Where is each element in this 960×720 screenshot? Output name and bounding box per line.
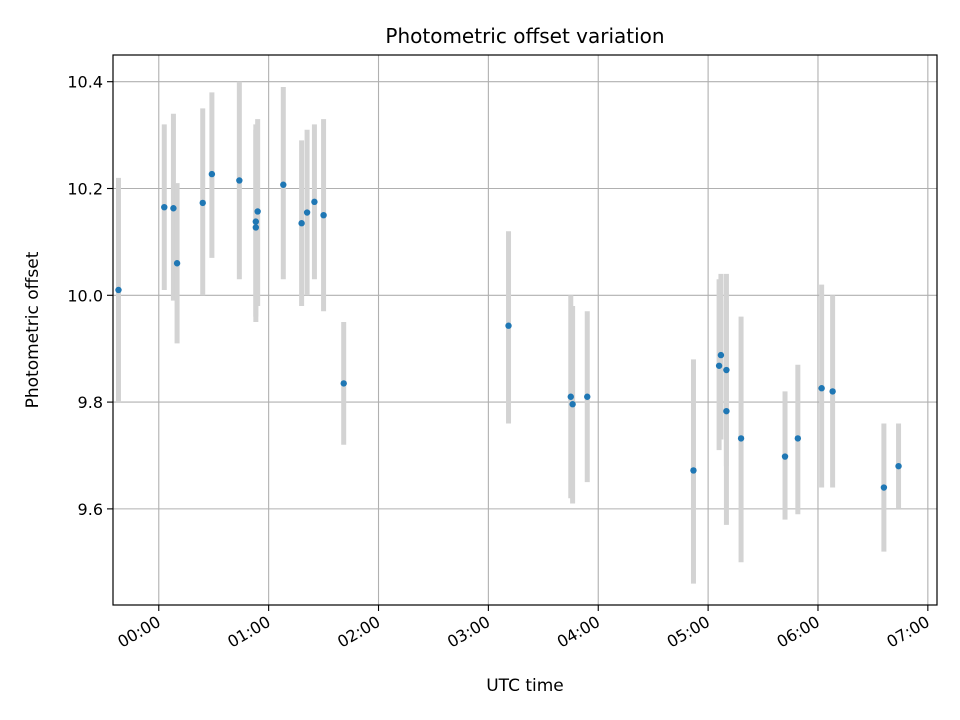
data-point bbox=[280, 181, 287, 188]
chart-title: Photometric offset variation bbox=[385, 24, 664, 48]
data-point bbox=[252, 224, 260, 231]
data-point bbox=[303, 209, 311, 216]
data-point bbox=[170, 205, 177, 212]
data-point bbox=[161, 203, 168, 211]
x-axis-title: UTC time bbox=[486, 676, 564, 696]
data-point bbox=[895, 462, 902, 470]
data-point bbox=[880, 484, 888, 491]
data-point bbox=[829, 388, 836, 395]
data-point bbox=[236, 177, 243, 184]
data-point bbox=[567, 393, 574, 400]
data-point bbox=[723, 407, 730, 415]
data-point bbox=[115, 286, 122, 294]
y-axis-title: Photometric offset bbox=[23, 251, 43, 408]
data-points bbox=[115, 170, 902, 491]
data-point bbox=[252, 218, 260, 225]
data-point bbox=[723, 366, 730, 374]
data-point bbox=[340, 380, 347, 387]
data-point bbox=[298, 220, 305, 227]
y-tick-label: 9.8 bbox=[78, 393, 103, 412]
data-point bbox=[584, 393, 591, 400]
data-point bbox=[505, 322, 512, 329]
y-tick-label: 9.6 bbox=[78, 500, 103, 519]
data-point bbox=[715, 362, 723, 369]
data-point bbox=[781, 453, 789, 460]
data-point bbox=[208, 170, 216, 178]
y-tick-label: 10.4 bbox=[67, 73, 103, 92]
data-point bbox=[690, 467, 697, 474]
data-point bbox=[199, 199, 206, 207]
y-tick-label: 10.2 bbox=[67, 179, 103, 198]
data-point bbox=[320, 211, 327, 219]
data-point bbox=[818, 385, 825, 392]
plot-area-frame bbox=[112, 54, 938, 606]
data-point bbox=[173, 260, 181, 267]
data-point bbox=[254, 208, 261, 215]
y-tick-label: 10.0 bbox=[67, 286, 103, 305]
data-point bbox=[794, 435, 802, 442]
y-axis-ticks: 9.6 9.8 10.0 10.2 10.4 bbox=[67, 73, 113, 519]
data-point bbox=[311, 198, 318, 206]
data-point bbox=[717, 351, 725, 359]
data-point bbox=[569, 401, 576, 408]
data-point bbox=[737, 435, 745, 442]
